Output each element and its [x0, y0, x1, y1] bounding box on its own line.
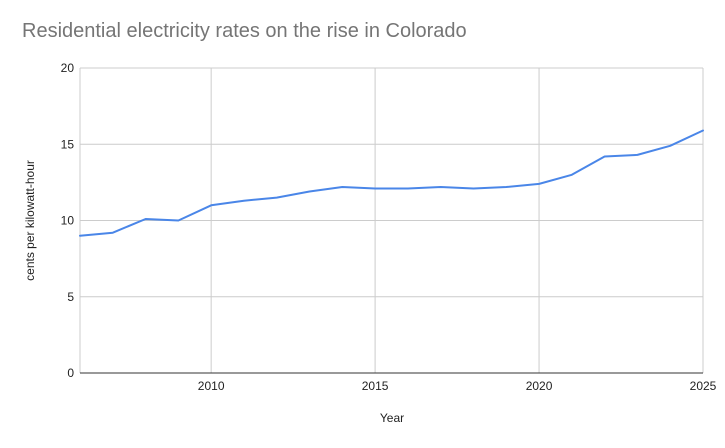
series-layer	[79, 129, 704, 237]
x-tick-label: 2025	[690, 379, 717, 393]
x-tick-label: 2015	[362, 379, 389, 393]
y-tick-label: 15	[61, 137, 75, 151]
y-tick-label: 5	[67, 290, 74, 304]
y-axis-title: cents per kilowatt-hour	[23, 160, 37, 281]
y-tick-label: 20	[61, 61, 75, 75]
y-axis-ticks: 0 5 10 15 20	[61, 61, 75, 380]
x-tick-label: 2020	[526, 379, 553, 393]
y-tick-label: 0	[67, 366, 74, 380]
x-axis-ticks: 2010 2015 2020 2025	[198, 379, 717, 393]
series-line-0	[79, 129, 704, 237]
chart-title: Residential electricity rates on the ris…	[22, 20, 467, 42]
grid-lines	[79, 67, 704, 373]
x-axis-title: Year	[380, 411, 404, 425]
x-tick-label: 2010	[198, 379, 225, 393]
y-tick-label: 10	[61, 214, 75, 228]
